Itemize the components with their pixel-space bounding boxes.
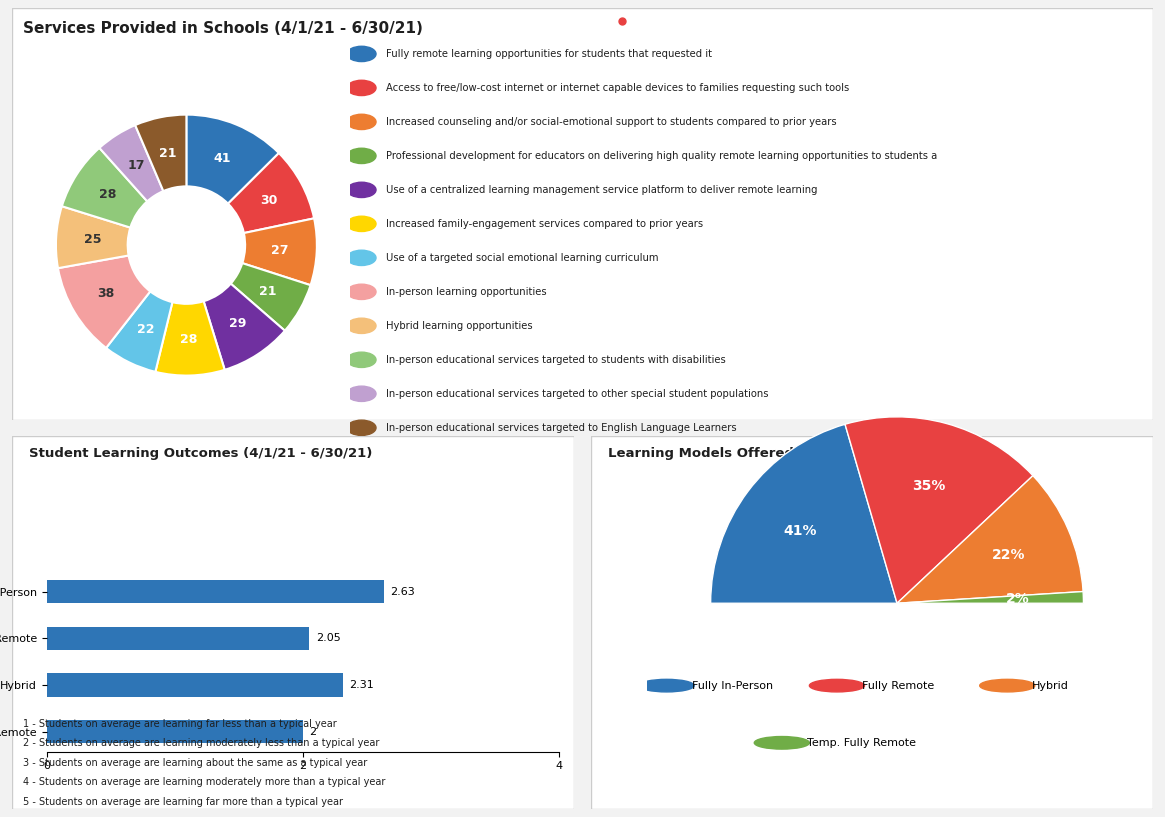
Text: Fully Remote: Fully Remote: [862, 681, 934, 690]
Text: 28: 28: [181, 333, 198, 346]
Text: Services Provided in Schools (4/1/21 - 6/30/21): Services Provided in Schools (4/1/21 - 6…: [23, 20, 423, 35]
Text: Increased counseling and/or social-emotional support to students compared to pri: Increased counseling and/or social-emoti…: [386, 117, 836, 127]
Text: 41%: 41%: [783, 524, 817, 538]
Text: In-person educational services targeted to other special student populations: In-person educational services targeted …: [386, 389, 768, 399]
Text: Temp. Fully Remote: Temp. Fully Remote: [807, 738, 916, 748]
Circle shape: [347, 250, 376, 266]
Bar: [47, 673, 343, 697]
Circle shape: [640, 680, 694, 692]
Circle shape: [347, 386, 376, 401]
Text: 21: 21: [260, 285, 277, 297]
Wedge shape: [228, 153, 315, 233]
Text: Increased family-engagement services compared to prior years: Increased family-engagement services com…: [386, 219, 702, 229]
Circle shape: [347, 284, 376, 300]
Text: 25: 25: [84, 233, 101, 246]
Text: 29: 29: [228, 317, 246, 330]
Circle shape: [347, 352, 376, 368]
Text: 22%: 22%: [991, 548, 1025, 562]
FancyBboxPatch shape: [12, 436, 574, 809]
Text: 27: 27: [271, 243, 289, 257]
Wedge shape: [231, 263, 311, 331]
Text: 30: 30: [261, 194, 277, 207]
Text: 5 - Students on average are learning far more than a typical year: 5 - Students on average are learning far…: [23, 797, 344, 807]
Text: Fully remote learning opportunities for students that requested it: Fully remote learning opportunities for …: [386, 49, 712, 59]
Wedge shape: [897, 475, 1083, 603]
Wedge shape: [99, 125, 163, 201]
Text: 2.63: 2.63: [390, 587, 415, 596]
Wedge shape: [186, 114, 278, 203]
Circle shape: [754, 737, 810, 749]
Text: Access to free/low-cost internet or internet capable devices to families request: Access to free/low-cost internet or inte…: [386, 83, 849, 93]
Circle shape: [347, 217, 376, 231]
Circle shape: [347, 182, 376, 198]
Circle shape: [347, 114, 376, 130]
Text: In-person educational services targeted to English Language Learners: In-person educational services targeted …: [386, 422, 736, 433]
Circle shape: [810, 680, 864, 692]
Bar: [47, 580, 383, 604]
Text: In-person learning opportunities: In-person learning opportunities: [386, 287, 546, 297]
Wedge shape: [711, 603, 1083, 790]
Text: 2: 2: [309, 727, 317, 737]
Bar: [47, 720, 303, 743]
Text: 41: 41: [213, 152, 231, 165]
Text: 21: 21: [158, 146, 176, 159]
FancyBboxPatch shape: [591, 436, 1153, 809]
Text: In-person educational services targeted to students with disabilities: In-person educational services targeted …: [386, 355, 726, 365]
Text: Hybrid: Hybrid: [1032, 681, 1069, 690]
Wedge shape: [135, 114, 186, 191]
Text: Student Learning Outcomes (4/1/21 - 6/30/21): Student Learning Outcomes (4/1/21 - 6/30…: [28, 447, 372, 460]
Text: 2.05: 2.05: [316, 633, 340, 644]
Text: Fully In-Person: Fully In-Person: [692, 681, 772, 690]
Wedge shape: [242, 218, 317, 285]
Text: 22: 22: [136, 324, 154, 336]
Wedge shape: [711, 424, 897, 603]
Text: 35%: 35%: [912, 480, 946, 493]
Text: 38: 38: [98, 287, 114, 300]
Wedge shape: [204, 283, 285, 370]
Text: Use of a targeted social emotional learning curriculum: Use of a targeted social emotional learn…: [386, 252, 658, 263]
Text: 17: 17: [127, 159, 144, 172]
Text: 3 - Students on average are learning about the same as a typical year: 3 - Students on average are learning abo…: [23, 758, 367, 768]
Wedge shape: [155, 301, 225, 376]
Wedge shape: [106, 292, 172, 372]
Text: Professional development for educators on delivering high quality remote learnin: Professional development for educators o…: [386, 151, 937, 161]
Text: 2 - Students on average are learning moderately less than a typical year: 2 - Students on average are learning mod…: [23, 739, 380, 748]
Bar: [47, 627, 309, 650]
Wedge shape: [58, 256, 150, 348]
Wedge shape: [62, 148, 147, 228]
Circle shape: [347, 318, 376, 333]
Text: 2%: 2%: [1007, 592, 1030, 606]
Text: 28: 28: [99, 188, 116, 201]
Text: 2.31: 2.31: [350, 680, 374, 690]
Text: Use of a centralized learning management service platform to deliver remote lear: Use of a centralized learning management…: [386, 185, 817, 195]
Text: 1 - Students on average are learning far less than a typical year: 1 - Students on average are learning far…: [23, 719, 337, 729]
Circle shape: [980, 680, 1035, 692]
Wedge shape: [845, 417, 1033, 603]
Circle shape: [347, 420, 376, 435]
Text: Hybrid learning opportunities: Hybrid learning opportunities: [386, 321, 532, 331]
Wedge shape: [56, 206, 130, 268]
Circle shape: [347, 80, 376, 96]
Text: Learning Models Offered (4/1/21 - 6/30/21): Learning Models Offered (4/1/21 - 6/30/2…: [608, 447, 927, 460]
Wedge shape: [897, 592, 1083, 603]
Circle shape: [347, 47, 376, 61]
Circle shape: [347, 148, 376, 163]
Text: 4 - Students on average are learning moderately more than a typical year: 4 - Students on average are learning mod…: [23, 778, 386, 788]
FancyBboxPatch shape: [12, 8, 1153, 420]
